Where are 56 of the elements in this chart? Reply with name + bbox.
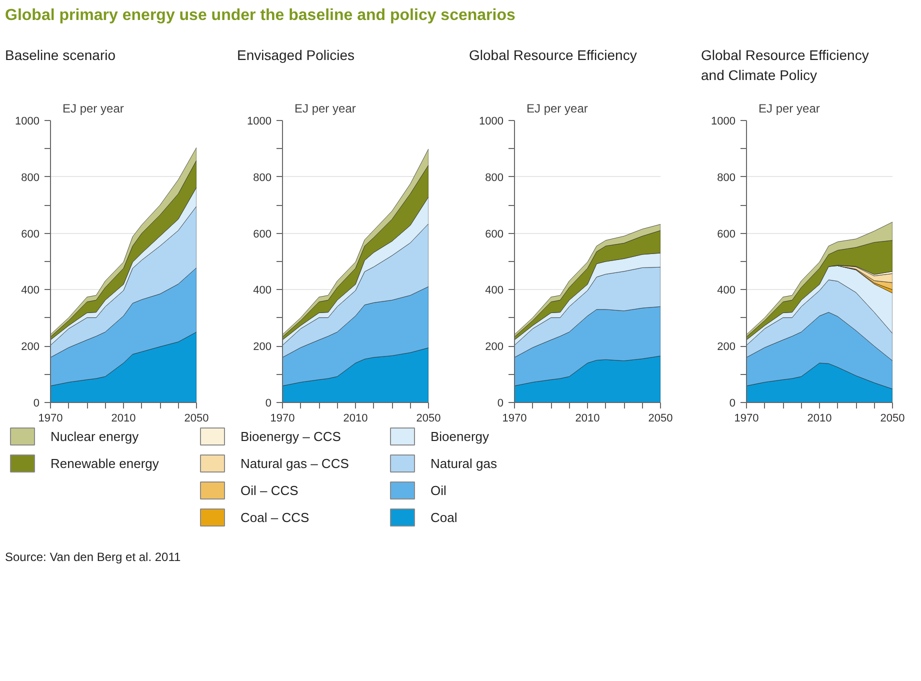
y-tick-label: 200	[253, 341, 272, 354]
y-tick-label: 600	[21, 228, 40, 240]
y-tick-label: 1000	[247, 116, 272, 128]
y-tick-label: 0	[497, 398, 504, 410]
x-tick-label: 2050	[184, 412, 209, 424]
y-tick-label: 800	[717, 172, 736, 184]
x-tick-label: 2010	[575, 412, 600, 424]
y-axis-title: EJ per year	[526, 102, 588, 116]
x-tick-label: 2010	[111, 412, 136, 424]
y-tick-label: 0	[729, 398, 736, 410]
y-tick-label: 800	[21, 172, 40, 184]
text: Global primary energy use under the baseline and policy scenarios	[5, 6, 516, 26]
x-tick-label: 1970	[270, 412, 295, 424]
y-tick-label: 1000	[479, 116, 504, 128]
legend-label: Natural gas – CCS	[240, 456, 350, 471]
y-tick-label: 0	[265, 398, 272, 410]
y-tick-label: 600	[717, 228, 736, 240]
legend-label: Oil – CCS	[240, 483, 299, 498]
y-tick-label: 200	[717, 341, 736, 354]
legend-label: Natural gas	[430, 456, 498, 471]
y-tick-label: 800	[253, 172, 272, 184]
x-tick-label: 2010	[807, 412, 832, 424]
y-tick-label: 200	[21, 341, 40, 354]
chart-title: Global Resource Efficiency and Climate Policy	[701, 46, 869, 85]
x-tick-label: 2050	[880, 412, 905, 424]
y-tick-label: 400	[717, 284, 736, 297]
chart-title: Global Resource Efficiency	[469, 46, 637, 65]
chart-subtitle: Baseline scenario	[5, 46, 116, 65]
legend-label: Bioenergy – CCS	[240, 429, 342, 444]
y-tick-label: 800	[485, 172, 504, 184]
y-tick-label: 0	[33, 398, 40, 410]
y-axis-title: EJ per year	[758, 102, 820, 116]
legend-label: Coal – CCS	[240, 510, 310, 525]
source-note: Source: Van den Berg et al. 2011	[5, 549, 181, 566]
x-tick-label: 1970	[734, 412, 759, 424]
legend-label: Bioenergy	[430, 429, 490, 444]
x-tick-label: 1970	[502, 412, 527, 424]
legend-label: Nuclear energy	[50, 429, 140, 444]
x-tick-label: 2050	[416, 412, 441, 424]
legend-label: Coal	[430, 510, 458, 525]
y-tick-label: 600	[485, 228, 504, 240]
chart-title: Envisaged Policies	[237, 46, 355, 65]
y-tick-label: 1000	[711, 116, 736, 128]
y-tick-label: 400	[253, 284, 272, 297]
y-tick-label: 600	[253, 228, 272, 240]
y-axis-title: EJ per year	[62, 102, 124, 116]
y-tick-label: 400	[21, 284, 40, 297]
y-tick-label: 1000	[15, 116, 40, 128]
legend-label: Renewable energy	[50, 456, 160, 471]
y-tick-label: 400	[485, 284, 504, 297]
legend-label: Oil	[430, 483, 446, 498]
x-tick-label: 1970	[38, 412, 63, 424]
x-tick-label: 2010	[343, 412, 368, 424]
x-tick-label: 2050	[648, 412, 673, 424]
y-axis-title: EJ per year	[294, 102, 356, 116]
y-tick-label: 200	[485, 341, 504, 354]
